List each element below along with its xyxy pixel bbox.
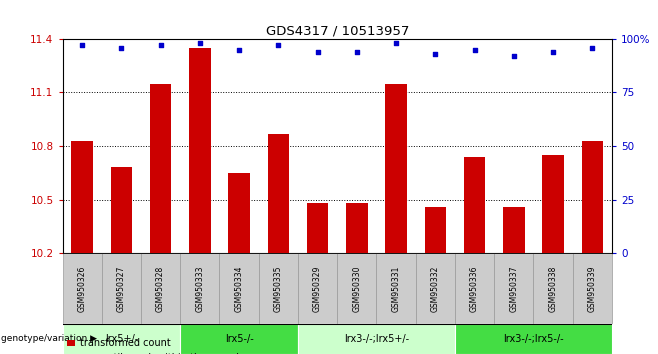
Bar [141,253,180,324]
Text: GSM950330: GSM950330 [352,265,361,312]
Bar [180,253,220,324]
Point [587,45,597,50]
Point [548,49,559,55]
Bar [228,173,250,253]
Point [469,47,480,52]
Point [77,42,88,48]
Point [195,40,205,46]
Text: GSM950339: GSM950339 [588,265,597,312]
Text: GSM950328: GSM950328 [156,266,165,312]
Bar [189,48,211,253]
Bar [572,253,612,324]
Bar [111,167,132,253]
Bar [259,253,298,324]
Text: GSM950329: GSM950329 [313,265,322,312]
Legend: transformed count, percentile rank within the sample: transformed count, percentile rank withi… [67,338,245,354]
Point [116,45,126,50]
Point [234,47,244,52]
Point [273,42,284,48]
Text: GSM950334: GSM950334 [235,265,243,312]
Bar [63,253,102,324]
Text: lrx3-/-;lrx5-/-: lrx3-/-;lrx5-/- [503,334,564,344]
Bar [298,324,455,354]
Bar [534,253,572,324]
Bar [386,84,407,253]
Bar [346,203,368,253]
Point [430,51,441,57]
Text: GSM950337: GSM950337 [509,265,519,312]
Text: GSM950327: GSM950327 [117,265,126,312]
Point [391,40,401,46]
Bar [102,253,141,324]
Bar [338,253,376,324]
Bar [220,253,259,324]
Bar [494,253,534,324]
Bar [150,84,172,253]
Bar [63,324,180,354]
Bar [455,324,612,354]
Text: GSM950333: GSM950333 [195,265,205,312]
Point [155,42,166,48]
Bar [503,207,524,253]
Bar [582,141,603,253]
Text: GSM950332: GSM950332 [431,265,440,312]
Bar [455,253,494,324]
Text: GSM950338: GSM950338 [549,265,557,312]
Bar [416,253,455,324]
Text: lrx3-/-;lrx5+/-: lrx3-/-;lrx5+/- [344,334,409,344]
Bar [307,203,328,253]
Bar [268,133,289,253]
Bar [542,155,564,253]
Text: lrx5+/-: lrx5+/- [105,334,138,344]
Text: GSM950335: GSM950335 [274,265,283,312]
Text: lrx5-/-: lrx5-/- [225,334,253,344]
Bar [424,207,446,253]
Bar [71,141,93,253]
Bar [298,253,338,324]
Bar [180,324,298,354]
Text: GSM950326: GSM950326 [78,265,87,312]
Bar [464,157,486,253]
Text: GSM950336: GSM950336 [470,265,479,312]
Title: GDS4317 / 10513957: GDS4317 / 10513957 [266,25,409,38]
Point [313,49,323,55]
Point [509,53,519,59]
Bar [376,253,416,324]
Text: GSM950331: GSM950331 [392,265,401,312]
Text: genotype/variation ▶: genotype/variation ▶ [1,335,97,343]
Point [351,49,362,55]
